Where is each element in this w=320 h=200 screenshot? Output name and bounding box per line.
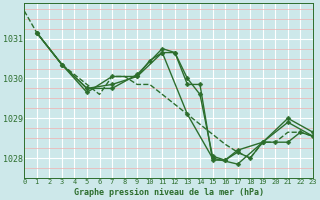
X-axis label: Graphe pression niveau de la mer (hPa): Graphe pression niveau de la mer (hPa) [74, 188, 264, 197]
